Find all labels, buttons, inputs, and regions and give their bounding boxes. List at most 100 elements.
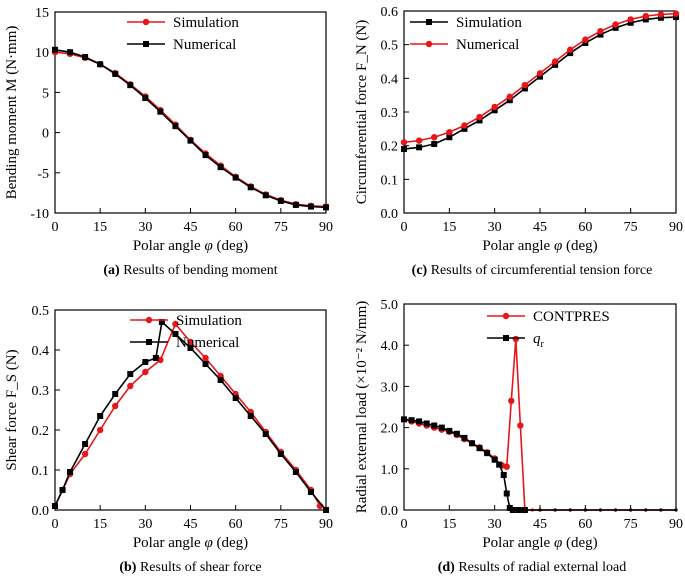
y-tick-label: 0.4 bbox=[381, 72, 399, 87]
data-point bbox=[97, 413, 104, 419]
y-tick-label: 0.1 bbox=[381, 173, 399, 188]
legend-label: CONTPRES bbox=[533, 309, 610, 325]
y-tick-label: 0.1 bbox=[32, 464, 50, 479]
data-point bbox=[491, 103, 498, 111]
panel-caption: (a) Results of bending moment bbox=[103, 263, 277, 278]
x-tick-label: 0 bbox=[401, 220, 408, 235]
data-point bbox=[187, 137, 194, 144]
y-tick-label: -5 bbox=[37, 167, 49, 182]
y-tick-label: 0.5 bbox=[381, 39, 399, 54]
legend-label: Simulation bbox=[173, 15, 239, 31]
data-point bbox=[644, 508, 648, 512]
y-tick-label: 0.0 bbox=[381, 207, 399, 222]
data-point bbox=[52, 46, 58, 53]
x-tick-label: 90 bbox=[319, 220, 333, 235]
data-point bbox=[659, 508, 663, 512]
y-tick-label: 1.0 bbox=[381, 463, 399, 478]
legend-label: qr bbox=[533, 331, 545, 350]
data-point bbox=[82, 441, 89, 447]
data-point bbox=[247, 184, 254, 191]
caption-text: Results of circumferential tension force bbox=[427, 263, 652, 278]
data-point bbox=[521, 81, 529, 89]
data-point bbox=[423, 420, 430, 427]
x-axis-label-text: Polar angle bbox=[133, 238, 205, 254]
data-point bbox=[323, 507, 329, 513]
series-numerical bbox=[52, 46, 329, 211]
x-axis-label-text: Polar angle bbox=[482, 535, 554, 551]
data-point bbox=[401, 146, 407, 153]
x-axis-label-var: φ bbox=[554, 535, 562, 551]
data-point bbox=[232, 395, 239, 401]
caption-text: Results of shear force bbox=[136, 560, 261, 575]
x-axis-label: Polar angle φ (deg) bbox=[482, 238, 597, 254]
legend: Simulation Numerical bbox=[410, 15, 522, 53]
legend: Simulation Numerical bbox=[127, 15, 239, 53]
caption-tag: (b) bbox=[119, 560, 136, 575]
data-point bbox=[307, 489, 314, 495]
data-point bbox=[187, 345, 194, 351]
y-tick-label: 5 bbox=[42, 86, 49, 101]
data-point bbox=[307, 203, 314, 210]
caption-tag: (d) bbox=[438, 560, 455, 575]
data-point bbox=[431, 422, 438, 429]
data-point bbox=[217, 164, 224, 171]
data-point bbox=[672, 10, 680, 17]
series-line bbox=[403, 338, 676, 511]
data-point bbox=[112, 391, 119, 397]
data-point bbox=[172, 331, 179, 337]
x-tick-label: 90 bbox=[319, 517, 333, 532]
data-point bbox=[157, 108, 164, 115]
data-point bbox=[521, 507, 528, 513]
x-tick-label: 0 bbox=[52, 220, 59, 235]
y-tick-label: 0.3 bbox=[32, 384, 50, 399]
caption-text: Results of radial external load bbox=[455, 560, 626, 575]
data-point bbox=[461, 434, 468, 441]
x-tick-label: 0 bbox=[52, 517, 59, 532]
legend-label: Simulation bbox=[456, 15, 522, 31]
data-point bbox=[627, 19, 634, 26]
data-point bbox=[612, 21, 619, 28]
data-point bbox=[277, 197, 284, 204]
data-point bbox=[503, 463, 510, 470]
legend-marker bbox=[146, 339, 152, 345]
data-point bbox=[552, 61, 559, 68]
panel-caption: (b) Results of shear force bbox=[119, 560, 261, 575]
legend-label: Numerical bbox=[173, 37, 236, 53]
panel-caption: (d) Results of radial external load bbox=[438, 560, 627, 575]
data-point bbox=[59, 487, 66, 493]
data-point bbox=[538, 508, 542, 512]
data-point bbox=[515, 507, 522, 513]
data-point bbox=[500, 471, 507, 478]
data-point bbox=[674, 508, 678, 512]
x-axis-label: Polar angle φ (deg) bbox=[133, 535, 248, 551]
series-line bbox=[403, 16, 677, 150]
y-tick-label: 0.2 bbox=[381, 140, 399, 155]
legend-label: Numerical bbox=[176, 335, 239, 351]
data-point bbox=[567, 46, 574, 53]
x-tick-label: 75 bbox=[624, 517, 638, 532]
data-point bbox=[112, 70, 119, 77]
data-point bbox=[415, 137, 423, 144]
legend-label-sub: r bbox=[541, 339, 545, 350]
data-point bbox=[202, 152, 209, 159]
x-tick-label: 60 bbox=[229, 220, 243, 235]
data-point bbox=[172, 123, 179, 130]
data-point bbox=[506, 504, 513, 511]
y-tick-label: -10 bbox=[30, 207, 49, 222]
data-point bbox=[81, 450, 89, 458]
data-point bbox=[446, 129, 453, 136]
x-tick-label: 90 bbox=[669, 517, 683, 532]
x-axis-label-unit: (deg) bbox=[562, 238, 597, 254]
data-point bbox=[431, 140, 438, 147]
series-numerical bbox=[52, 319, 329, 513]
data-point bbox=[521, 85, 528, 92]
x-tick-label: 75 bbox=[274, 220, 288, 235]
data-point bbox=[152, 355, 159, 361]
x-axis-label-var: φ bbox=[554, 238, 562, 254]
y-tick-label: 0.0 bbox=[381, 504, 399, 519]
legend: Simulation Numerical bbox=[130, 313, 242, 351]
data-point bbox=[469, 440, 475, 447]
data-point bbox=[597, 31, 604, 38]
data-point bbox=[323, 204, 329, 211]
data-point bbox=[503, 490, 510, 497]
